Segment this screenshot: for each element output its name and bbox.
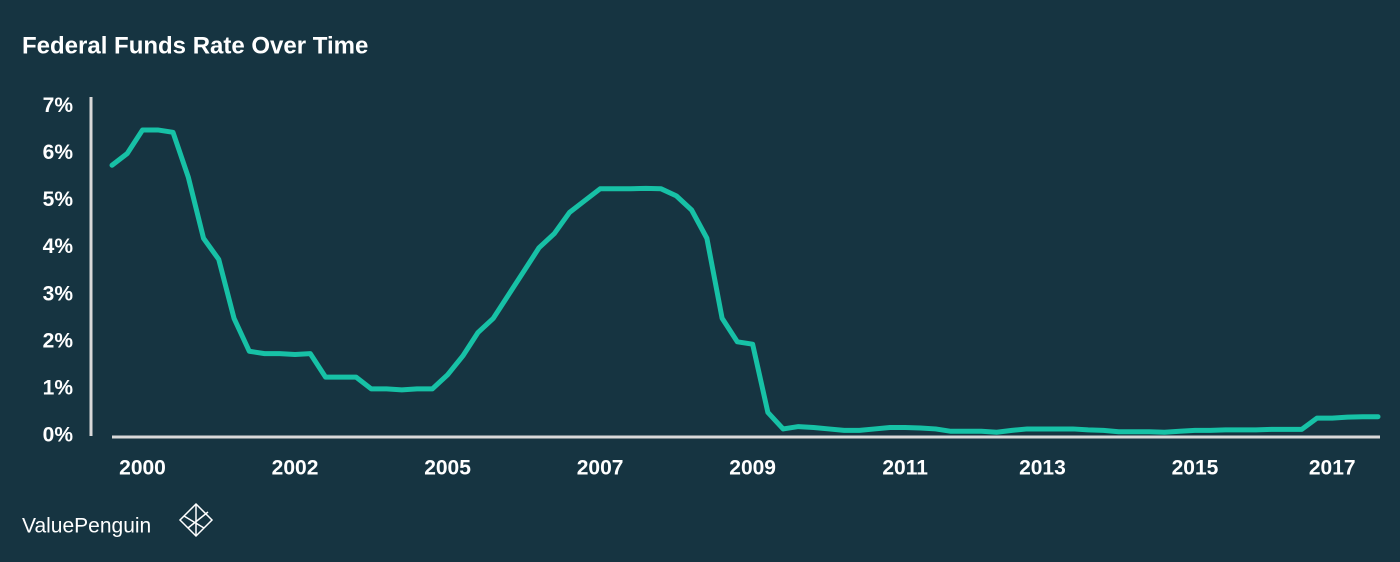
x-tick-label: 2015	[1172, 457, 1219, 480]
x-tick-label: 2017	[1309, 457, 1356, 480]
y-tick-label: 5%	[43, 188, 74, 211]
x-tick-label: 2005	[424, 457, 471, 480]
y-tick-label: 4%	[43, 235, 74, 258]
chart-title: Federal Funds Rate Over Time	[22, 32, 368, 59]
x-tick-label: 2009	[729, 457, 776, 480]
x-tick-label: 2000	[119, 457, 166, 480]
y-tick-label: 2%	[43, 329, 74, 352]
x-tick-label: 2013	[1019, 457, 1066, 480]
y-tick-label: 1%	[43, 376, 74, 399]
y-tick-label: 0%	[43, 424, 74, 447]
x-tick-label: 2002	[272, 457, 319, 480]
x-tick-label: 2011	[882, 457, 928, 480]
line	[109, 127, 1381, 435]
brand-name: ValuePenguin	[22, 515, 151, 538]
y-tick-label: 6%	[43, 141, 74, 164]
y-tick-label: 7%	[43, 94, 74, 117]
x-tick-label: 2007	[577, 457, 624, 480]
brand-logo	[178, 502, 214, 538]
y-tick-label: 3%	[43, 282, 74, 305]
